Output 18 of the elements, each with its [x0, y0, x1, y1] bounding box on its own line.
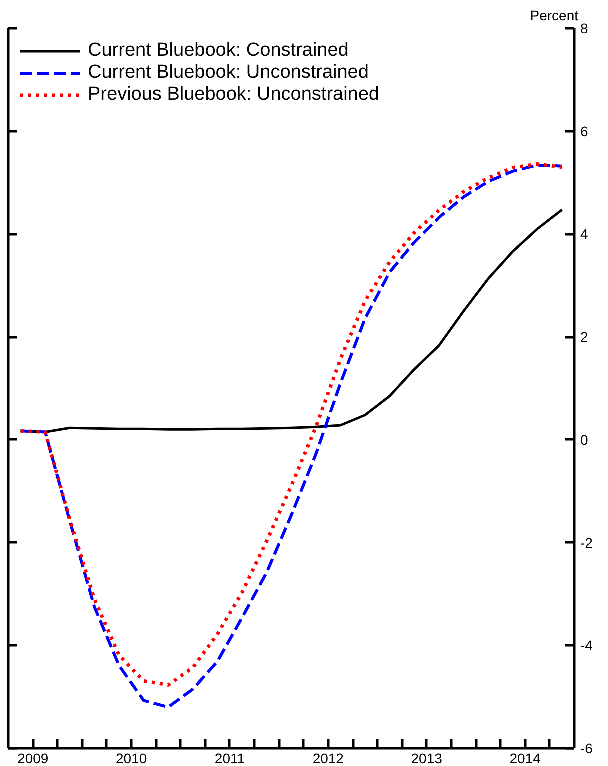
x-tick-label: 2012: [312, 750, 344, 766]
y-tick-label: -6: [580, 740, 594, 756]
x-tick-label: 2013: [411, 750, 443, 766]
legend-label: Current Bluebook: Constrained: [88, 40, 349, 62]
y-tick-label: 4: [580, 226, 588, 242]
x-tick-label: 2014: [510, 750, 542, 766]
x-tick-label: 2009: [18, 750, 49, 766]
y-axis-title: Percent: [530, 8, 579, 24]
y-tick-label: 6: [580, 123, 588, 140]
y-tick-label: 0: [580, 432, 588, 448]
x-tick-label: 2010: [116, 750, 148, 766]
legend-label: Current Bluebook: Unconstrained: [88, 62, 369, 84]
y-tick-label: -4: [580, 638, 594, 654]
legend-label: Previous Bluebook: Unconstrained: [88, 84, 380, 106]
x-tick-label: 2011: [214, 750, 246, 766]
y-tick-label: 2: [580, 329, 588, 346]
y-tick-label: -2: [580, 534, 594, 551]
y-tick-label: 8: [580, 20, 588, 36]
